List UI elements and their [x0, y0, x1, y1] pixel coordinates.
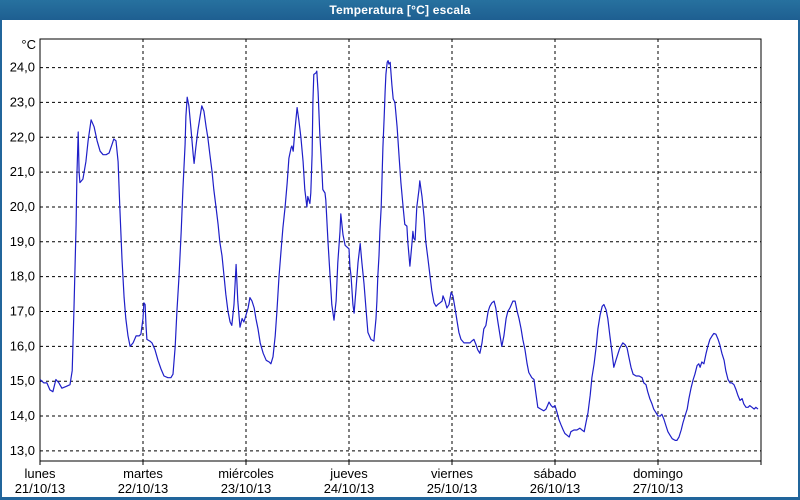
y-tick-label: 20,0	[10, 199, 35, 214]
y-tick-label: 14,0	[10, 408, 35, 423]
day-name-label: miércoles	[218, 466, 274, 481]
y-tick-label: 13,0	[10, 443, 35, 458]
day-name-label: jueves	[329, 466, 368, 481]
day-date-label: 21/10/13	[15, 481, 66, 496]
y-tick-label: 17,0	[10, 304, 35, 319]
chart-panel: 24,0 23,0 22,0 21,0 20,0 19,0 18,0 17,0 16,0 15,0…	[2, 20, 798, 497]
y-tick-label: 21,0	[10, 164, 35, 179]
plot-frame	[39, 38, 762, 462]
day-name-label: martes	[123, 466, 163, 481]
day-name-label: domingo	[633, 466, 683, 481]
temperature-line	[39, 59, 759, 441]
day-date-label: 26/10/13	[530, 481, 581, 496]
y-tick-label: 15,0	[10, 373, 35, 388]
day-date-label: 22/10/13	[118, 481, 169, 496]
y-tick-label: 18,0	[10, 269, 35, 284]
y-tick-label: 23,0	[10, 94, 35, 109]
y-tick-label: 16,0	[10, 338, 35, 353]
day-date-label: 24/10/13	[324, 481, 375, 496]
day-date-label: 23/10/13	[221, 481, 272, 496]
y-tick-label: 24,0	[10, 60, 35, 75]
titlebar: Temperatura [°C] escala	[0, 0, 800, 20]
y-tick-label: 22,0	[10, 129, 35, 144]
day-name-label: lunes	[24, 466, 56, 481]
day-name-label: sábado	[534, 466, 577, 481]
day-date-label: 25/10/13	[427, 481, 478, 496]
y-tick-label: 19,0	[10, 234, 35, 249]
window-title: Temperatura [°C] escala	[329, 3, 471, 17]
day-date-label: 27/10/13	[633, 481, 684, 496]
y-axis-unit-label: °C	[21, 37, 36, 52]
day-name-label: viernes	[431, 466, 473, 481]
